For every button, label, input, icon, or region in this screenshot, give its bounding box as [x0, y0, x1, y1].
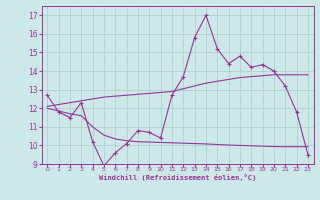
X-axis label: Windchill (Refroidissement éolien,°C): Windchill (Refroidissement éolien,°C) — [99, 174, 256, 181]
